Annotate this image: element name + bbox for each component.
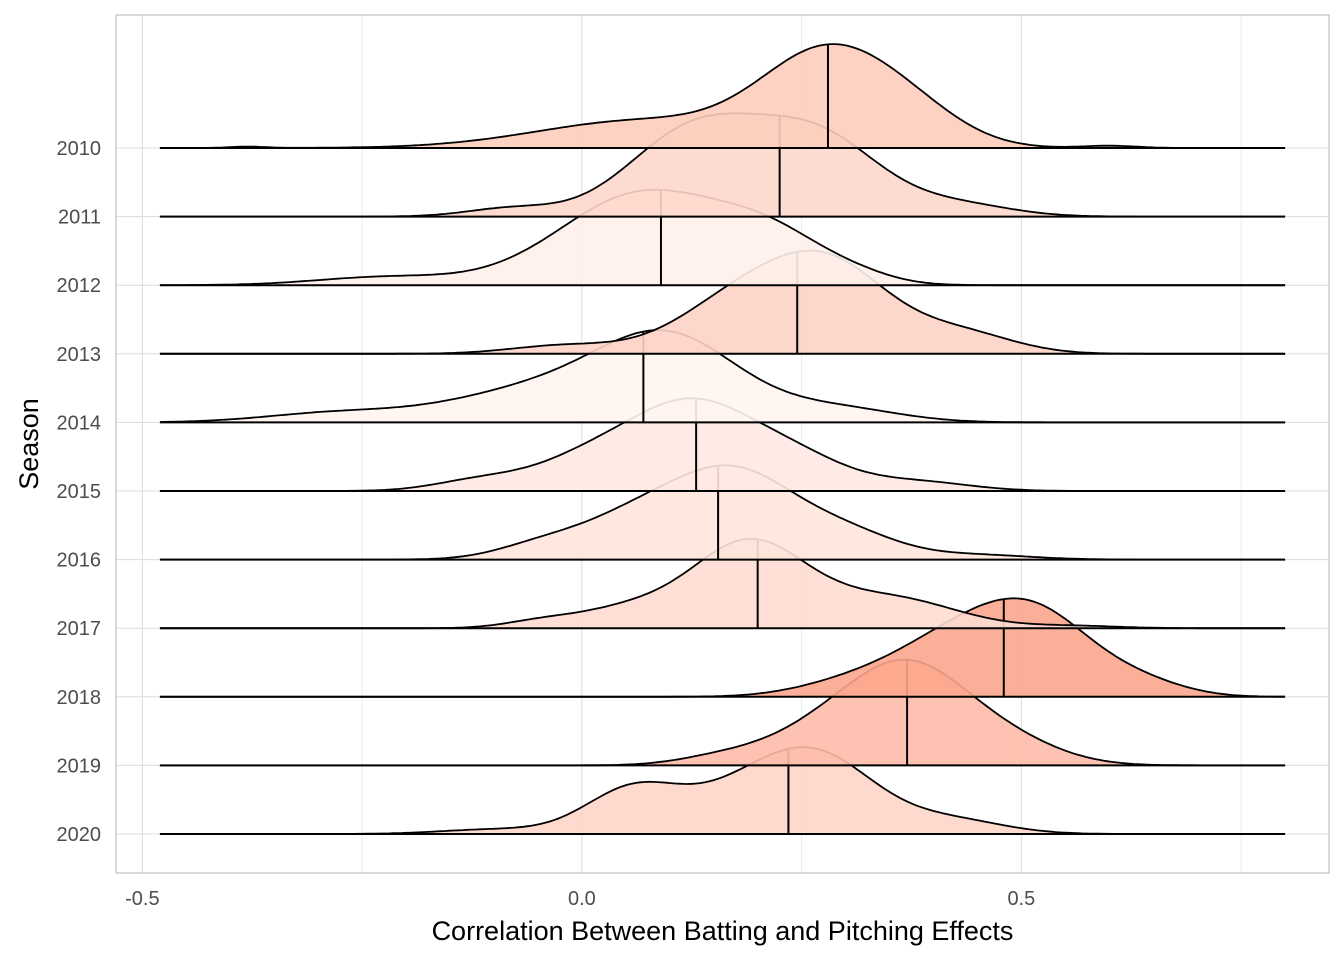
y-tick-label: 2017 xyxy=(57,618,102,640)
panel-border xyxy=(115,14,1330,874)
y-tick-label: 2016 xyxy=(57,550,102,572)
ridge-fill xyxy=(159,538,1286,629)
ridge-fill xyxy=(159,330,1286,423)
y-tick-label: 2010 xyxy=(57,138,102,160)
x-tick-label: 0.5 xyxy=(1007,888,1035,910)
ridge-fill xyxy=(159,398,1286,491)
x-tick-label: -0.5 xyxy=(125,888,159,910)
ridge-2014 xyxy=(159,329,1286,424)
ridge-fill xyxy=(159,465,1286,560)
y-axis-title: Season xyxy=(14,398,44,490)
y-tick-label: 2013 xyxy=(57,344,102,366)
ridges xyxy=(159,43,1286,835)
ridge-fill xyxy=(159,189,1286,286)
ridge-fill xyxy=(159,113,1286,217)
ridge-2010 xyxy=(159,43,1286,149)
y-tick-label: 2020 xyxy=(57,824,102,846)
y-tick-label: 2015 xyxy=(57,481,102,503)
ridge-fill xyxy=(159,659,1286,766)
y-tick-labels: 2010 2011 2012 2013 2014 2015 2016 2017 2018 2019… xyxy=(57,138,102,846)
y-tick-label: 2018 xyxy=(57,687,102,709)
x-tick-label: 0.0 xyxy=(568,888,596,910)
y-tick-label: 2014 xyxy=(57,412,102,434)
ridge-fill xyxy=(159,747,1286,834)
y-tick-label: 2011 xyxy=(58,207,101,229)
x-tick-labels: -0.5 0.0 0.5 xyxy=(125,888,1035,910)
ridge-fill xyxy=(159,250,1286,354)
y-tick-label: 2012 xyxy=(57,275,102,297)
ridge-fill xyxy=(159,44,1286,148)
x-axis-title: Correlation Between Batting and Pitching… xyxy=(432,916,1014,946)
y-tick-label: 2019 xyxy=(57,755,102,777)
